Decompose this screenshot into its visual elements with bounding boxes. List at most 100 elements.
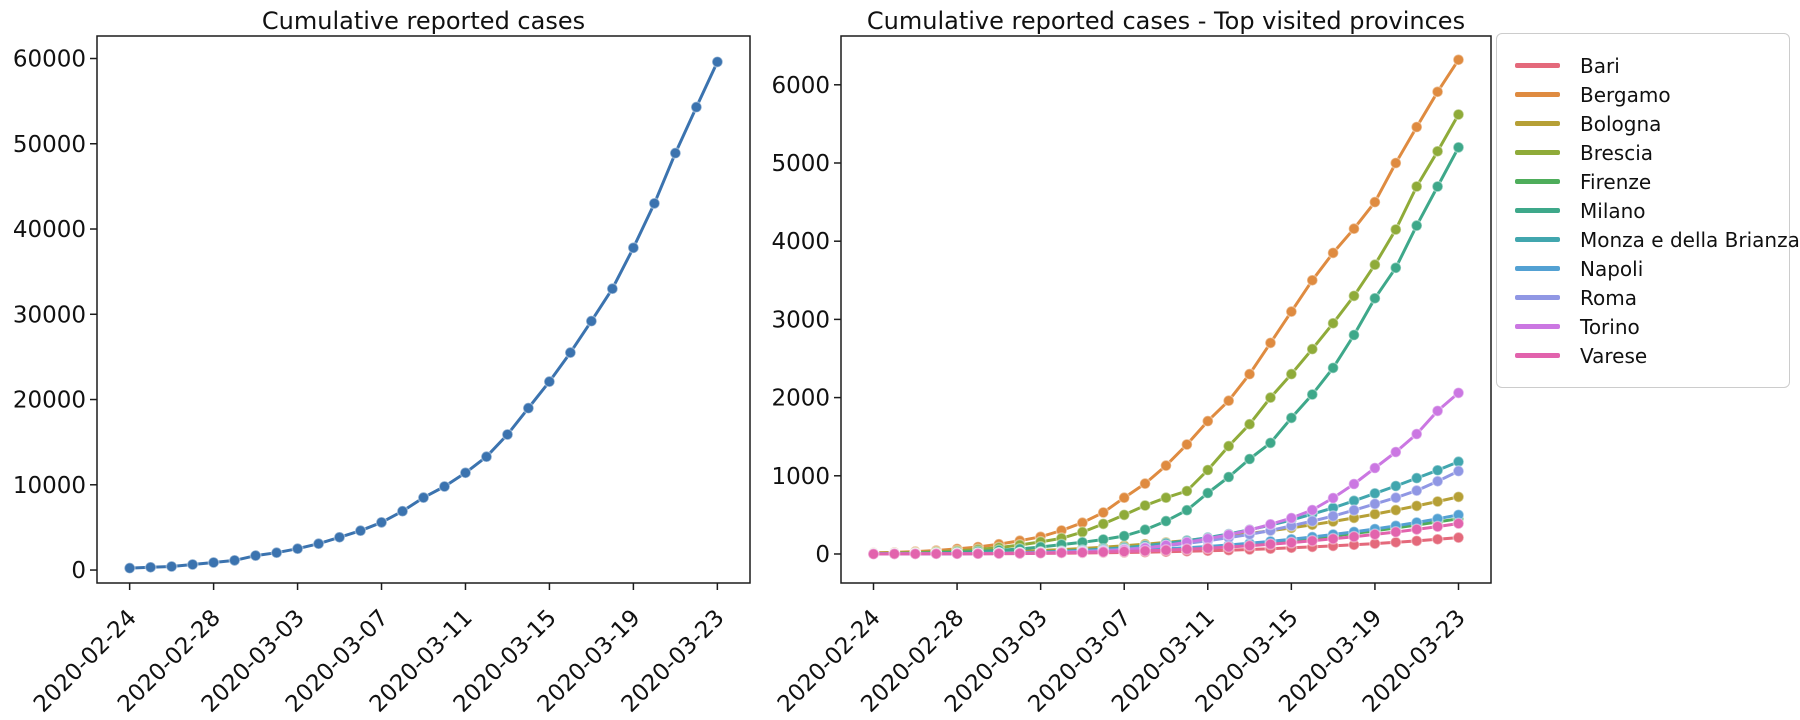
data-point: [1410, 534, 1423, 547]
data-point: [1327, 361, 1340, 374]
legend-swatch: [1515, 121, 1560, 126]
data-point: [1347, 222, 1360, 235]
data-point: [1368, 487, 1381, 500]
data-point: [1222, 440, 1235, 453]
data-point: [1389, 536, 1402, 549]
data-point: [1452, 490, 1465, 503]
data-point: [1410, 428, 1423, 441]
data-point: [459, 466, 472, 479]
data-point: [606, 282, 619, 295]
data-point: [1368, 292, 1381, 305]
y-tick-label: 50000: [13, 132, 86, 158]
data-point: [1159, 459, 1172, 472]
legend-label: Bologna: [1580, 111, 1662, 136]
data-point: [1389, 156, 1402, 169]
series-bergamo: [867, 53, 1465, 559]
data-point: [1389, 480, 1402, 493]
data-point: [1452, 141, 1465, 154]
legend-swatch: [1515, 324, 1560, 329]
data-point: [888, 547, 901, 560]
legend-label: Bari: [1580, 53, 1620, 78]
data-point: [690, 101, 703, 114]
legend-swatch: [1515, 266, 1560, 271]
data-point: [1389, 223, 1402, 236]
data-point: [1097, 517, 1110, 530]
data-point: [1452, 531, 1465, 544]
data-point: [1327, 246, 1340, 259]
data-point: [291, 542, 304, 555]
data-point: [1431, 85, 1444, 98]
data-point: [1431, 404, 1444, 417]
data-point: [1389, 261, 1402, 274]
data-point: [1452, 465, 1465, 478]
data-point: [1201, 542, 1214, 555]
legend-label: Napoli: [1580, 256, 1644, 281]
data-point: [1306, 515, 1319, 528]
data-point: [1452, 517, 1465, 530]
data-point: [1139, 499, 1152, 512]
data-point: [1222, 528, 1235, 541]
data-point: [1243, 539, 1256, 552]
data-point: [1097, 506, 1110, 519]
data-point: [1368, 462, 1381, 475]
y-tick-label: 0: [815, 542, 830, 568]
data-point: [1389, 491, 1402, 504]
legend-item-brescia: Brescia: [1505, 138, 1779, 167]
data-point: [972, 547, 985, 560]
data-point: [1368, 508, 1381, 521]
data-point: [1431, 475, 1444, 488]
data-point: [501, 428, 514, 441]
data-point: [543, 375, 556, 388]
data-point: [564, 346, 577, 359]
data-point: [228, 554, 241, 567]
data-point: [1306, 504, 1319, 517]
data-point: [1076, 526, 1089, 539]
data-point: [186, 558, 199, 571]
data-point: [627, 241, 640, 254]
data-point: [1159, 515, 1172, 528]
data-point: [1180, 543, 1193, 556]
legend-item-napoli: Napoli: [1505, 254, 1779, 283]
y-tick-label: 30000: [13, 302, 86, 328]
data-point: [480, 450, 493, 463]
data-point: [438, 480, 451, 493]
plot-frame: [96, 35, 751, 584]
legend-label: Milano: [1580, 198, 1646, 223]
data-point: [165, 560, 178, 573]
series-line: [872, 113, 1460, 555]
data-point: [1180, 504, 1193, 517]
data-point: [1201, 415, 1214, 428]
legend-item-bari: Bari: [1505, 51, 1779, 80]
data-point: [1139, 523, 1152, 536]
data-point: [1243, 418, 1256, 431]
data-point: [1389, 446, 1402, 459]
data-point: [1452, 386, 1465, 399]
data-point: [123, 562, 136, 575]
data-point: [1159, 491, 1172, 504]
data-point: [1368, 528, 1381, 541]
plot-frame: [840, 35, 1492, 584]
y-tick-label: 40000: [13, 217, 86, 243]
data-point: [1097, 546, 1110, 559]
y-tick-label: 20000: [13, 388, 86, 414]
left-chart-title: Cumulative reported cases: [261, 7, 586, 35]
legend-item-monza-e-della-brianza: Monza e della Brianza: [1505, 225, 1800, 254]
legend-label: Brescia: [1580, 140, 1654, 165]
legend-label: Firenze: [1580, 169, 1652, 194]
data-point: [375, 516, 388, 529]
data-point: [1118, 545, 1131, 558]
y-tick-label: 3000: [771, 307, 830, 333]
data-point: [648, 197, 661, 210]
data-point: [144, 561, 157, 574]
data-point: [1264, 538, 1277, 551]
data-point: [1347, 329, 1360, 342]
data-point: [1222, 471, 1235, 484]
y-axis: 0 10000 20000 30000 40000 50000 60000: [13, 47, 97, 584]
data-point: [930, 547, 943, 560]
data-point: [1431, 464, 1444, 477]
y-tick-label: 60000: [13, 47, 86, 73]
data-point: [1452, 108, 1465, 121]
data-point: [1285, 536, 1298, 549]
data-point: [249, 549, 262, 562]
